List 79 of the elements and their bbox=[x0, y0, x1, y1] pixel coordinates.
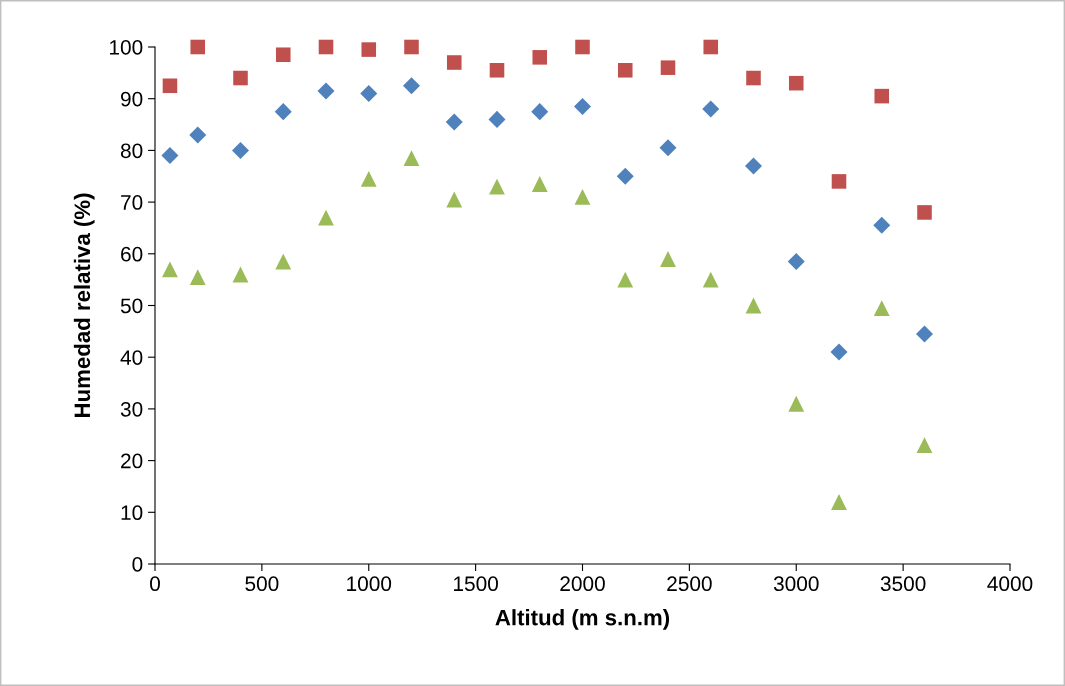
point bbox=[275, 47, 291, 63]
x-tick-label: 0 bbox=[150, 576, 160, 592]
y-tick-label: 100 bbox=[110, 40, 143, 55]
point bbox=[574, 189, 591, 205]
x-tick-label: 1000 bbox=[347, 576, 392, 592]
point bbox=[830, 343, 848, 361]
point bbox=[744, 157, 763, 175]
point bbox=[873, 216, 891, 234]
point bbox=[488, 110, 506, 128]
y-tick-label: 40 bbox=[120, 350, 143, 365]
point bbox=[189, 126, 207, 144]
point bbox=[404, 39, 419, 55]
point bbox=[402, 77, 421, 95]
point bbox=[403, 150, 420, 167]
y-tick-label: 90 bbox=[121, 91, 143, 107]
point bbox=[317, 82, 335, 100]
point bbox=[660, 60, 676, 75]
point bbox=[916, 437, 933, 454]
point bbox=[446, 55, 462, 70]
point bbox=[703, 39, 719, 55]
point bbox=[489, 62, 505, 78]
point bbox=[360, 85, 378, 103]
point bbox=[788, 75, 804, 91]
point bbox=[274, 103, 292, 121]
point bbox=[575, 39, 590, 55]
point bbox=[831, 174, 847, 189]
point bbox=[915, 325, 934, 343]
point bbox=[702, 100, 720, 118]
x-tick-label: 500 bbox=[245, 576, 279, 592]
point bbox=[446, 191, 463, 208]
point bbox=[162, 261, 178, 278]
point bbox=[745, 297, 762, 314]
y-tick-label: 10 bbox=[121, 505, 143, 521]
x-axis-title: Altitud (m s.n.m) bbox=[495, 609, 670, 630]
point bbox=[232, 266, 249, 283]
x-tick-label: 2500 bbox=[667, 576, 712, 592]
point bbox=[361, 42, 377, 57]
y-axis-title: Humedad relativa (%) bbox=[73, 193, 95, 417]
y-tick-label: 70 bbox=[121, 195, 143, 210]
x-tick-label: 2000 bbox=[560, 576, 605, 592]
point bbox=[189, 269, 206, 285]
point bbox=[233, 70, 248, 86]
x-tick-label: 1500 bbox=[454, 576, 498, 592]
point bbox=[874, 88, 890, 104]
point bbox=[617, 271, 634, 288]
point bbox=[445, 113, 463, 131]
point bbox=[190, 39, 206, 55]
x-tick-label: 3500 bbox=[880, 576, 926, 592]
y-tick-label: 0 bbox=[132, 557, 143, 572]
point bbox=[231, 141, 250, 159]
point bbox=[275, 253, 292, 270]
point bbox=[489, 178, 505, 195]
point bbox=[746, 70, 761, 86]
point bbox=[787, 253, 805, 271]
point bbox=[659, 139, 677, 157]
point bbox=[788, 395, 805, 412]
point bbox=[318, 39, 334, 55]
point bbox=[616, 167, 634, 185]
point bbox=[917, 205, 932, 220]
point bbox=[531, 103, 549, 121]
point bbox=[831, 494, 847, 510]
point bbox=[573, 97, 592, 115]
point bbox=[660, 251, 676, 267]
point bbox=[702, 271, 719, 288]
point bbox=[162, 78, 178, 94]
y-tick-label: 60 bbox=[121, 246, 143, 262]
y-tick-label: 80 bbox=[120, 143, 143, 159]
point bbox=[873, 300, 890, 316]
x-tick-label: 3000 bbox=[773, 576, 819, 592]
x-tick-label: 4000 bbox=[987, 576, 1033, 592]
point bbox=[617, 62, 633, 78]
point bbox=[531, 176, 548, 192]
point bbox=[360, 170, 377, 187]
y-tick-label: 20 bbox=[121, 453, 143, 469]
point bbox=[161, 147, 179, 165]
point bbox=[532, 50, 548, 65]
y-tick-label: 50 bbox=[120, 298, 143, 314]
point bbox=[318, 209, 334, 226]
y-tick-label: 30 bbox=[120, 401, 143, 417]
